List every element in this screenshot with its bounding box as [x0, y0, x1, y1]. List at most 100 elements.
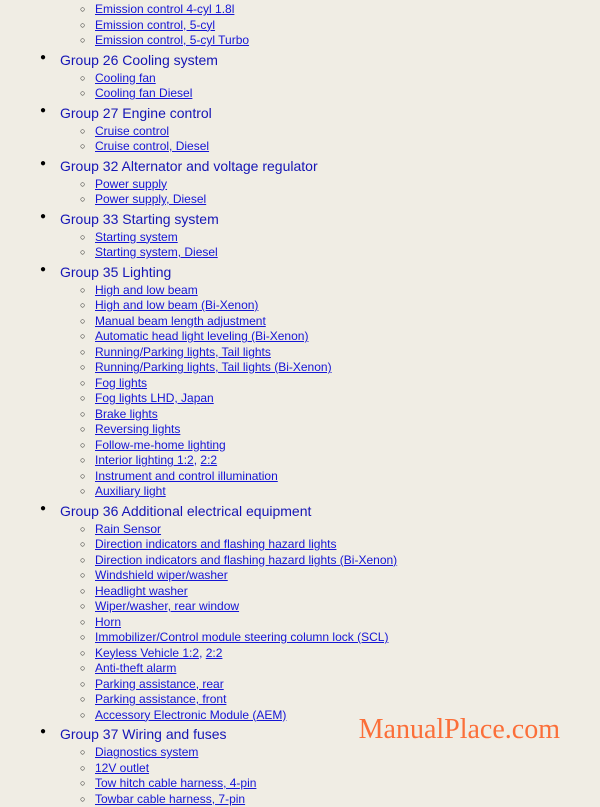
list-item: Direction indicators and flashing hazard…: [80, 537, 600, 553]
nav-link[interactable]: Towbar cable harness, 7-pin: [95, 792, 245, 806]
list-item: Emission control, 5-cyl: [80, 18, 600, 34]
group-title: Group 33 Starting system: [60, 210, 600, 228]
list-item: Manual beam length adjustment: [80, 314, 600, 330]
list-item: High and low beam: [80, 283, 600, 299]
nav-link[interactable]: Rain Sensor: [95, 522, 161, 536]
nav-link[interactable]: Starting system: [95, 230, 178, 244]
list-item: Accessory Electronic Module (AEM): [80, 708, 600, 724]
nav-link[interactable]: Instrument and control illumination: [95, 469, 278, 483]
list-item: Running/Parking lights, Tail lights: [80, 345, 600, 361]
nav-link[interactable]: Fog lights: [95, 376, 147, 390]
group-item: Group 37 Wiring and fuses Diagnostics sys…: [40, 725, 600, 807]
nav-link[interactable]: Headlight washer: [95, 584, 188, 598]
nav-link[interactable]: Emission control, 5-cyl Turbo: [95, 33, 249, 47]
nav-link[interactable]: 12V outlet: [95, 761, 149, 775]
nav-link[interactable]: Running/Parking lights, Tail lights (Bi-…: [95, 360, 332, 374]
nav-link[interactable]: Windshield wiper/washer: [95, 568, 228, 582]
nav-link[interactable]: Emission control, 5-cyl: [95, 18, 215, 32]
nav-link[interactable]: Immobilizer/Control module steering colu…: [95, 630, 388, 644]
nav-link[interactable]: Horn: [95, 615, 121, 629]
nav-link[interactable]: Cruise control: [95, 124, 169, 138]
list-item: High and low beam (Bi-Xenon): [80, 298, 600, 314]
nav-link[interactable]: Automatic head light leveling (Bi-Xenon): [95, 329, 308, 343]
list-item: Tow hitch cable harness, 4-pin: [80, 776, 600, 792]
list-item: Cooling fan Diesel: [80, 86, 600, 102]
list-item: Diagnostics system: [80, 745, 600, 761]
nav-link[interactable]: Auxiliary light: [95, 484, 166, 498]
list-item: Fog lights: [80, 376, 600, 392]
list-item: Automatic head light leveling (Bi-Xenon): [80, 329, 600, 345]
list-item: Reversing lights: [80, 422, 600, 438]
list-item: Instrument and control illumination: [80, 469, 600, 485]
group-title: Group 27 Engine control: [60, 104, 600, 122]
nav-link[interactable]: Power supply, Diesel: [95, 192, 206, 206]
group-title: Group 32 Alternator and voltage regulato…: [60, 157, 600, 175]
nav-link[interactable]: Diagnostics system: [95, 745, 198, 759]
list-item: Cruise control, Diesel: [80, 139, 600, 155]
list-item: Cooling fan: [80, 71, 600, 87]
list-item: Fog lights LHD, Japan: [80, 391, 600, 407]
list-item: Power supply, Diesel: [80, 192, 600, 208]
list-item: Brake lights: [80, 407, 600, 423]
list-item: Cruise control: [80, 124, 600, 140]
nav-link[interactable]: Emission control 4-cyl 1.8l: [95, 2, 234, 16]
nav-link[interactable]: Parking assistance, rear: [95, 677, 224, 691]
nav-link[interactable]: Cruise control, Diesel: [95, 139, 209, 153]
nav-link[interactable]: Fog lights LHD, Japan: [95, 391, 214, 405]
nav-link[interactable]: High and low beam (Bi-Xenon): [95, 298, 258, 312]
list-item: Running/Parking lights, Tail lights (Bi-…: [80, 360, 600, 376]
nav-link[interactable]: Manual beam length adjustment: [95, 314, 266, 328]
group-item: Group 32 Alternator and voltage regulato…: [40, 157, 600, 208]
list-item: Immobilizer/Control module steering colu…: [80, 630, 600, 646]
group-item: Group 27 Engine control Cruise controlCru…: [40, 104, 600, 155]
list-item: Starting system, Diesel: [80, 245, 600, 261]
nav-link[interactable]: 2:2: [200, 453, 217, 467]
list-item: Emission control 4-cyl 1.8l: [80, 2, 600, 18]
list-item: Power supply: [80, 177, 600, 193]
nav-link[interactable]: Reversing lights: [95, 422, 180, 436]
nav-link[interactable]: High and low beam: [95, 283, 198, 297]
nav-link[interactable]: Tow hitch cable harness, 4-pin: [95, 776, 256, 790]
list-item: Headlight washer: [80, 584, 600, 600]
list-item: Starting system: [80, 230, 600, 246]
list-item: Anti-theft alarm: [80, 661, 600, 677]
list-item: Parking assistance, rear: [80, 677, 600, 693]
list-item: Parking assistance, front: [80, 692, 600, 708]
nav-link[interactable]: Keyless Vehicle 1:2: [95, 646, 199, 660]
list-item: Emission control, 5-cyl Turbo: [80, 33, 600, 49]
list-item: Keyless Vehicle 1:2, 2:2: [80, 646, 600, 662]
nav-link[interactable]: Power supply: [95, 177, 167, 191]
group-item: Group 26 Cooling system Cooling fanCoolin…: [40, 51, 600, 102]
list-item: Auxiliary light: [80, 484, 600, 500]
nav-link[interactable]: Direction indicators and flashing hazard…: [95, 537, 336, 551]
nav-link[interactable]: Parking assistance, front: [95, 692, 226, 706]
group-item: Group 35 Lighting High and low beamHigh a…: [40, 263, 600, 500]
nav-link[interactable]: Interior lighting 1:2: [95, 453, 194, 467]
nav-link[interactable]: Accessory Electronic Module (AEM): [95, 708, 286, 722]
nav-link[interactable]: Starting system, Diesel: [95, 245, 218, 259]
nav-link[interactable]: Cooling fan: [95, 71, 156, 85]
group-title: Group 26 Cooling system: [60, 51, 600, 69]
list-item: Horn: [80, 615, 600, 631]
list-item: Towbar cable harness, 7-pin: [80, 792, 600, 807]
nav-link[interactable]: 2:2: [206, 646, 223, 660]
list-item: Wiper/washer, rear window: [80, 599, 600, 615]
group-item: Group 36 Additional electrical equipment…: [40, 502, 600, 724]
list-item: Follow-me-home lighting: [80, 438, 600, 454]
nav-link[interactable]: Running/Parking lights, Tail lights: [95, 345, 271, 359]
list-item: Windshield wiper/washer: [80, 568, 600, 584]
group-title: Group 36 Additional electrical equipment: [60, 502, 600, 520]
list-item: 12V outlet: [80, 761, 600, 777]
group-title: Group 37 Wiring and fuses: [60, 725, 600, 743]
list-item: Interior lighting 1:2, 2:2: [80, 453, 600, 469]
nav-link[interactable]: Direction indicators and flashing hazard…: [95, 553, 397, 567]
group-item: Group 33 Starting system Starting systemS…: [40, 210, 600, 261]
group-title: Group 35 Lighting: [60, 263, 600, 281]
list-item: Rain Sensor: [80, 522, 600, 538]
nav-link[interactable]: Wiper/washer, rear window: [95, 599, 239, 613]
list-item: Direction indicators and flashing hazard…: [80, 553, 600, 569]
nav-link[interactable]: Anti-theft alarm: [95, 661, 176, 675]
nav-link[interactable]: Brake lights: [95, 407, 158, 421]
nav-link[interactable]: Follow-me-home lighting: [95, 438, 226, 452]
nav-link[interactable]: Cooling fan Diesel: [95, 86, 192, 100]
